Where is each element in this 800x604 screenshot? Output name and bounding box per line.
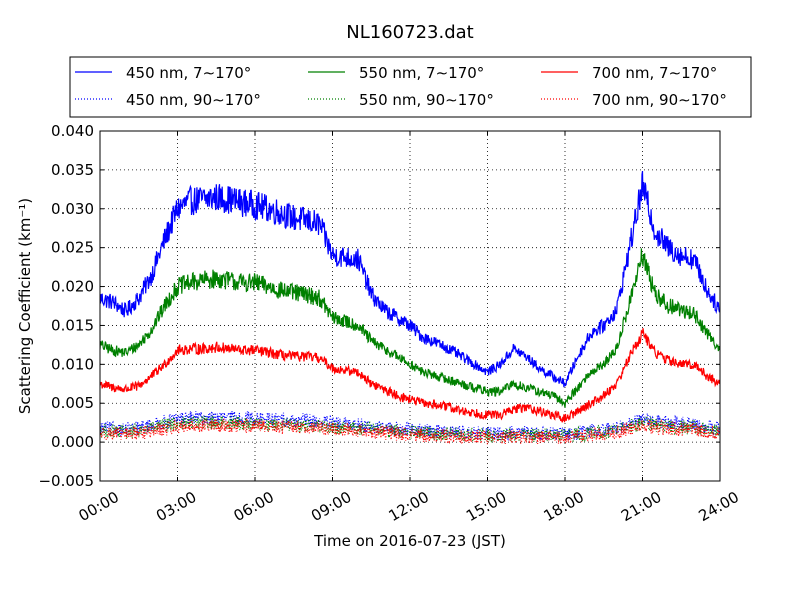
y-tick-label: 0.040 [51,122,94,140]
legend-items: 450 nm, 7∼170° 550 nm, 7∼170° 700 nm, 7∼17… [75,64,727,109]
series-line-2 [100,328,720,423]
y-tick-label: 0.000 [51,433,94,451]
legend-label-1: 550 nm, 7∼170° [359,64,484,82]
y-tick-label: −0.005 [38,472,94,490]
legend-label-2: 700 nm, 7∼170° [592,64,717,82]
series-layer [100,171,720,446]
legend-label-3: 450 nm, 90∼170° [126,91,261,109]
series-line-0 [100,171,720,388]
legend-label-5: 700 nm, 90∼170° [592,91,727,109]
y-tick-label: 0.010 [51,355,94,373]
legend-box [69,56,752,118]
y-tick-label: 0.025 [51,239,94,257]
legend: 450 nm, 7∼170° 550 nm, 7∼170° 700 nm, 7∼17… [69,56,752,118]
y-tick-label: 0.005 [51,394,94,412]
y-tick-label: 0.030 [51,200,94,218]
chart-title: NL160723.dat [346,22,473,43]
series-line-1 [100,248,720,408]
x-axis-label: Time on 2016-07-23 (JST) [313,532,506,550]
legend-label-0: 450 nm, 7∼170° [126,64,251,82]
y-axis-label: Scattering Coefficient (km⁻¹) [16,198,34,414]
y-tick-label: 0.020 [51,278,94,296]
y-tick-label: 0.035 [51,161,94,179]
y-tick-label: 0.015 [51,316,94,334]
grid-layer [100,131,720,481]
legend-label-4: 550 nm, 90∼170° [359,91,494,109]
